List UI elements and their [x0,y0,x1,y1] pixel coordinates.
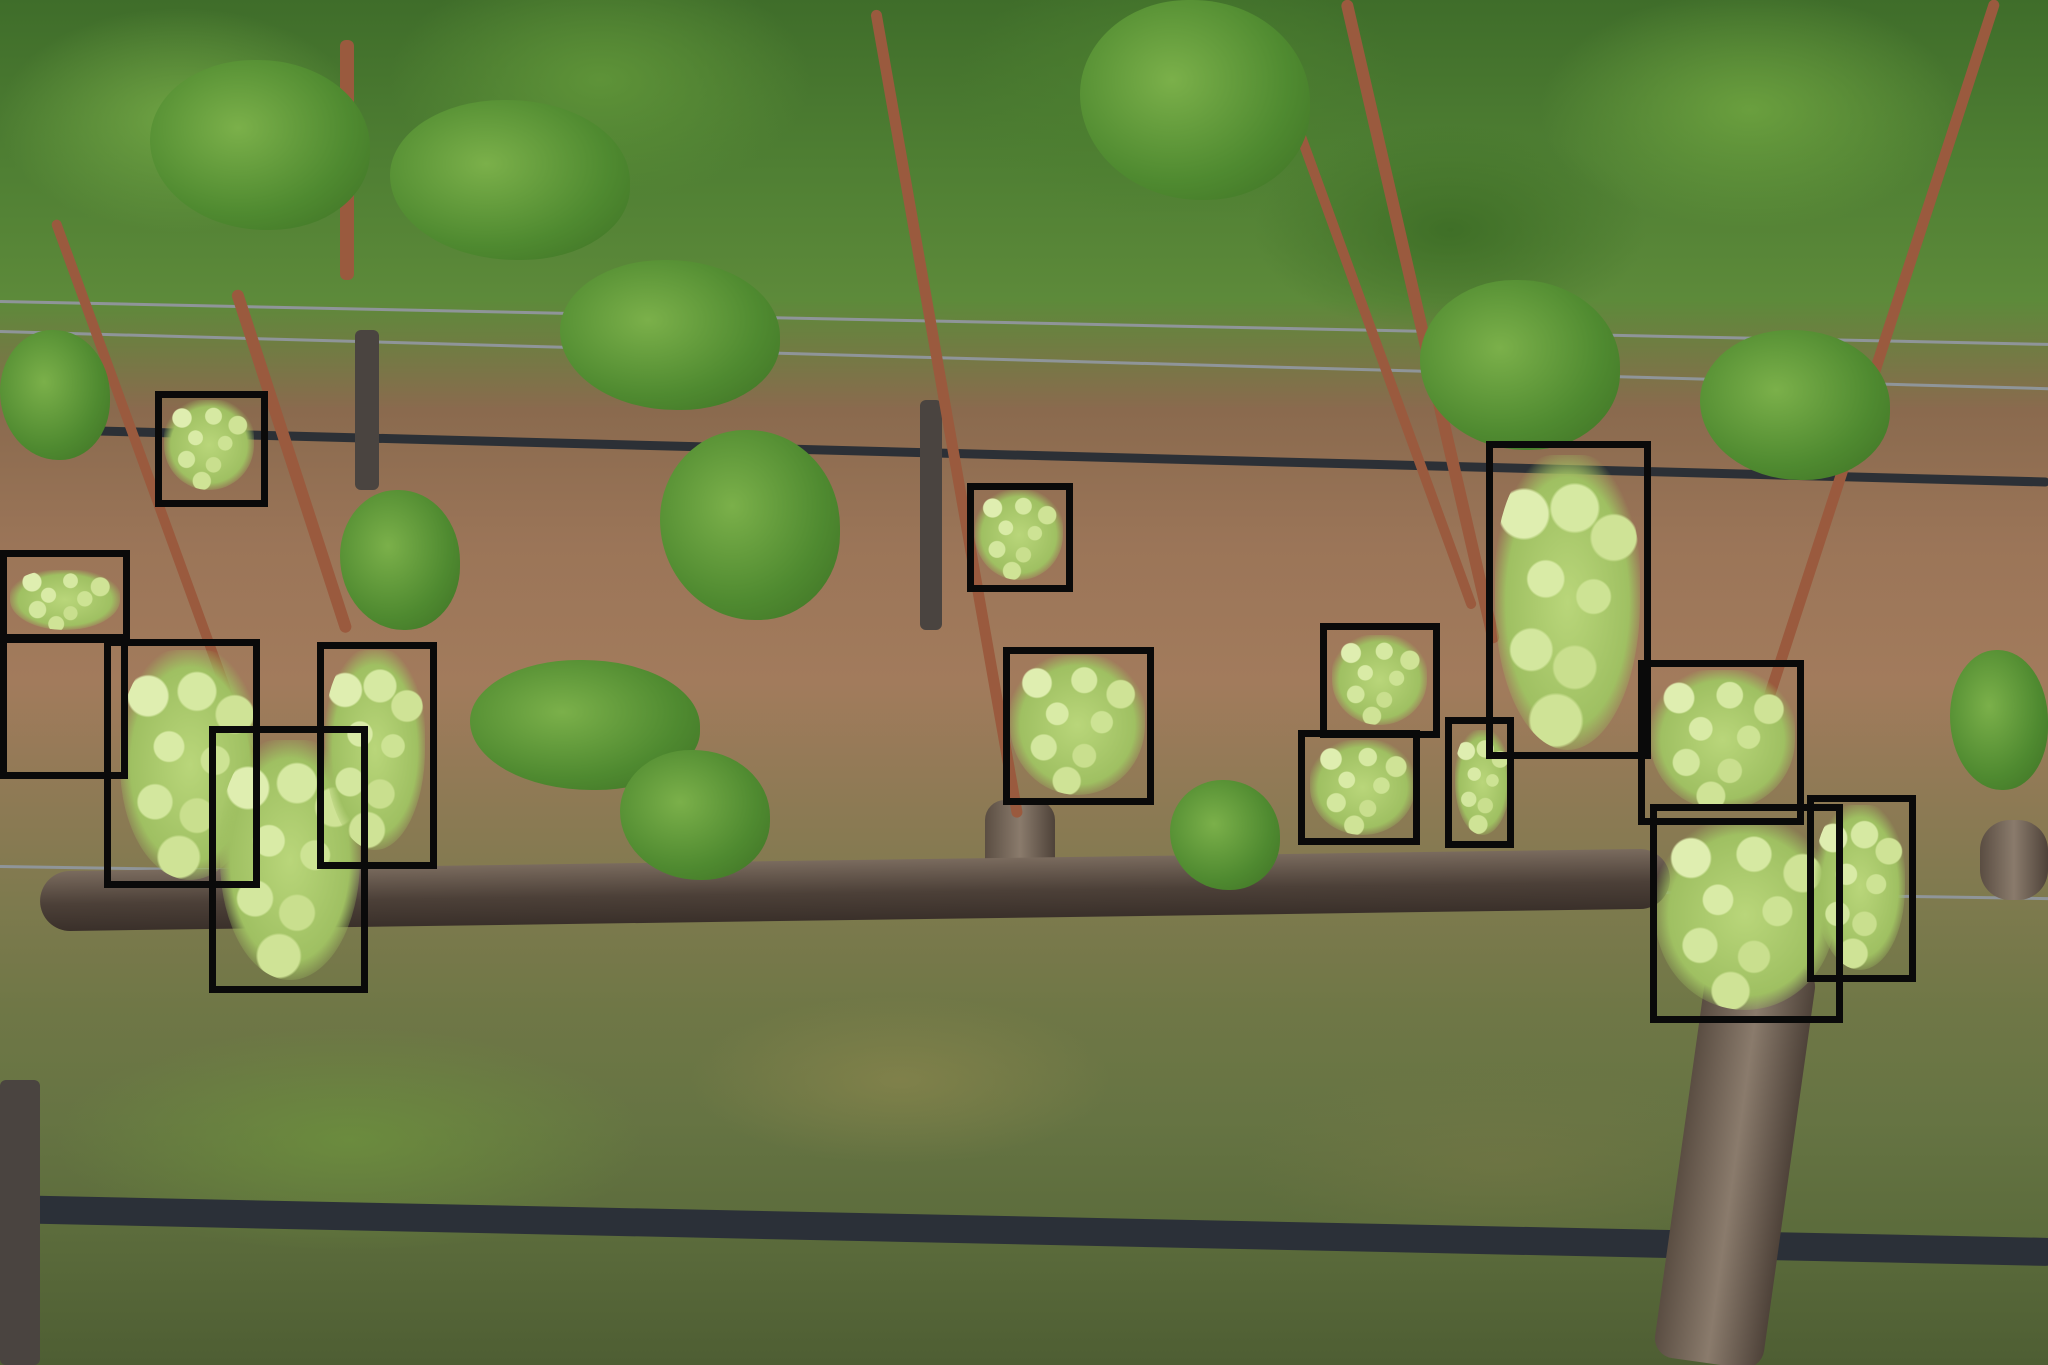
grape-cluster-bounding-box [967,483,1073,592]
grape-cluster [10,570,120,630]
grape-cluster-bounding-box [1650,804,1843,1023]
vine-leaf [1700,330,1890,480]
vine-leaf [390,100,630,260]
vine-leaf [340,490,460,630]
vine-cordon-end [1980,820,2048,900]
grape-cluster-bounding-box [1320,623,1440,738]
grape-cluster-bounding-box [0,550,130,641]
vine-leaf [1170,780,1280,890]
vine-leaf [0,330,110,460]
grape-cluster [1650,670,1795,810]
grape-cluster [164,400,254,490]
vine-leaf [660,430,840,620]
grape-cluster [1815,805,1905,970]
vine-leaf [1420,280,1620,450]
grape-cluster [1495,455,1640,750]
grape-cluster-bounding-box [1445,717,1514,848]
grape-cluster-bounding-box [1003,647,1154,805]
grape-cluster-bounding-box [1486,441,1651,759]
vine-leaf [620,750,770,880]
grape-cluster [325,650,425,850]
grape-cluster [975,490,1063,580]
grape-cluster [1310,740,1415,835]
grape-cluster-bounding-box [317,642,437,869]
vine-leaf [150,60,370,230]
grape-cluster-bounding-box [209,726,368,993]
grape-cluster [1332,635,1427,725]
grape-cluster [1655,820,1835,1010]
vine-leaf [1080,0,1310,200]
grape-cluster-bounding-box [0,636,128,779]
trellis-post [920,400,942,630]
grape-cluster-bounding-box [155,391,268,507]
trellis-post [0,1080,40,1365]
grape-cluster-bounding-box [104,639,260,888]
trellis-post [355,330,379,490]
grape-cluster [1010,655,1145,795]
vine-leaf [560,260,780,410]
vine-leaf [1950,650,2048,790]
grape-cluster-bounding-box [1807,795,1916,982]
grape-cluster-bounding-box [1638,660,1804,825]
grape-cluster [1455,730,1510,835]
grape-cluster-bounding-box [1298,730,1420,845]
